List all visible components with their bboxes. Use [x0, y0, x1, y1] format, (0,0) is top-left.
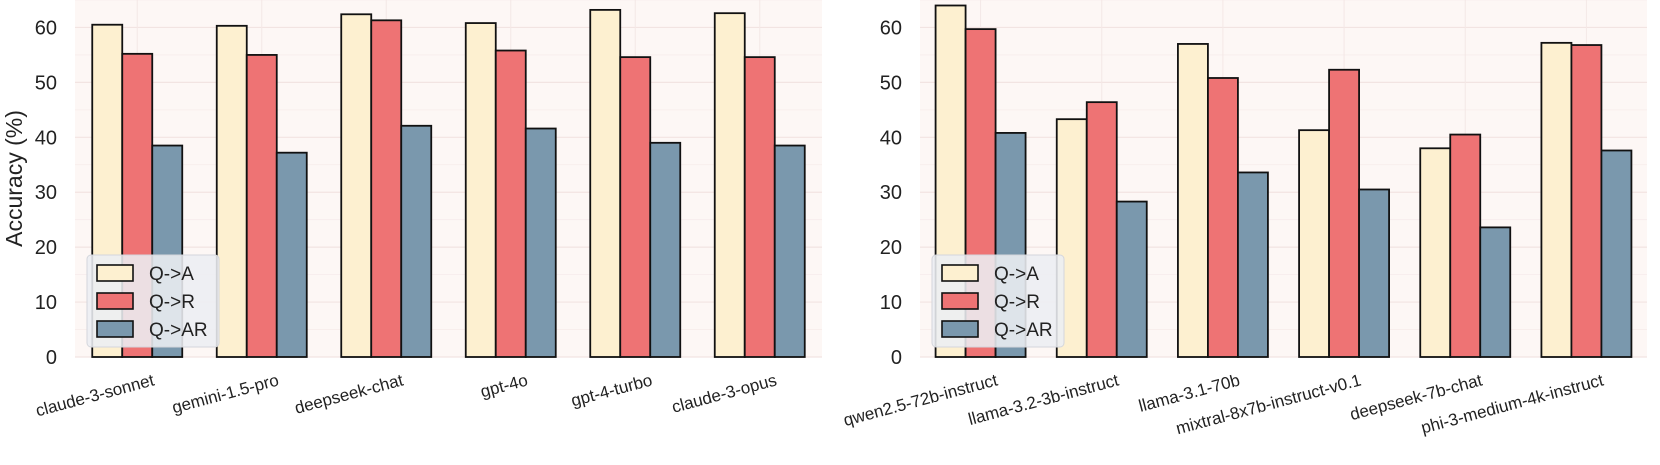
y-tick-label: 0	[46, 347, 57, 369]
y-tick-label: 0	[891, 347, 902, 369]
bar-qar-3	[1237, 171, 1269, 358]
bar-qa-5	[1419, 147, 1452, 358]
bar-qr-3	[370, 19, 403, 358]
bar-qr-3	[1207, 77, 1239, 358]
bar-qr-4	[494, 49, 527, 358]
bar-qa-5	[589, 8, 622, 358]
bar-qar-6	[773, 144, 806, 358]
bar-qa-3	[1177, 43, 1209, 358]
bar-qar-2	[1115, 200, 1148, 358]
bar-qr-2	[1085, 101, 1118, 358]
x-tick-label: claude-3-sonnet	[34, 370, 157, 420]
bar-qar-2	[275, 151, 308, 358]
legend-swatch	[96, 320, 134, 338]
bar-qr-2	[245, 54, 278, 358]
y-tick-label: 10	[35, 292, 57, 314]
bar-qr-5	[1449, 133, 1482, 358]
legend-label: Q->A	[149, 264, 194, 285]
legend-swatch	[941, 264, 979, 282]
bar-qar-6	[1600, 149, 1633, 358]
y-tick-label: 40	[35, 127, 57, 149]
bar-qa-4	[464, 22, 497, 358]
x-tick-label: claude-3-opus	[670, 371, 779, 417]
x-tick-label: gpt-4-turbo	[569, 371, 654, 411]
y-tick-label: 30	[35, 182, 57, 204]
x-tick-label: gemini-1.5-pro	[170, 371, 281, 418]
x-tick-label: deepseek-chat	[293, 370, 406, 417]
y-tick-label: 20	[35, 237, 57, 259]
y-tick-label: 20	[880, 237, 902, 259]
bar-qa-3	[340, 13, 373, 358]
y-tick-label: 10	[880, 292, 902, 314]
bar-qr-5	[619, 56, 652, 358]
legend-swatch	[96, 292, 134, 310]
legend-label: Q->AR	[149, 320, 208, 341]
bar-qar-4	[524, 127, 557, 358]
legend-label: Q->R	[994, 292, 1040, 313]
legend-swatch	[941, 292, 979, 310]
chart-panel-2: 0102030405060qwen2.5-72b-instructllama-3…	[841, 0, 1647, 438]
chart-panel-1: 0 10 20 30 40 50 60 claude-3-sonnet gemini-1.5-p…	[1, 0, 822, 420]
bar-qr-4	[1328, 68, 1360, 358]
legend-label: Q->AR	[994, 320, 1053, 341]
legend-swatch	[96, 264, 134, 282]
legend-label: Q->R	[149, 292, 195, 313]
bar-qa-6	[713, 12, 746, 358]
bar-qar-5	[1479, 226, 1512, 358]
y-tick-label: 40	[880, 127, 902, 149]
y-tick-label: 50	[880, 72, 902, 94]
bar-qr-6	[743, 56, 776, 358]
y-tick-label: 50	[35, 72, 57, 94]
legend-label: Q->A	[994, 264, 1039, 285]
bar-qr-6	[1570, 44, 1603, 358]
y-tick-label: 60	[880, 17, 902, 39]
y-tick-label: 30	[880, 182, 902, 204]
legend-swatch	[941, 320, 979, 338]
x-tick-label: gpt-4o	[478, 371, 529, 402]
y-axis-label: Accuracy (%)	[1, 110, 27, 247]
bar-qa-6	[1540, 41, 1573, 358]
bar-qar-5	[649, 141, 682, 358]
bar-qar-3	[400, 124, 433, 358]
y-tick-label: 60	[35, 17, 57, 39]
bar-qa-2	[215, 24, 248, 358]
bar-qar-4	[1358, 188, 1390, 358]
bar-qa-4	[1298, 129, 1330, 358]
